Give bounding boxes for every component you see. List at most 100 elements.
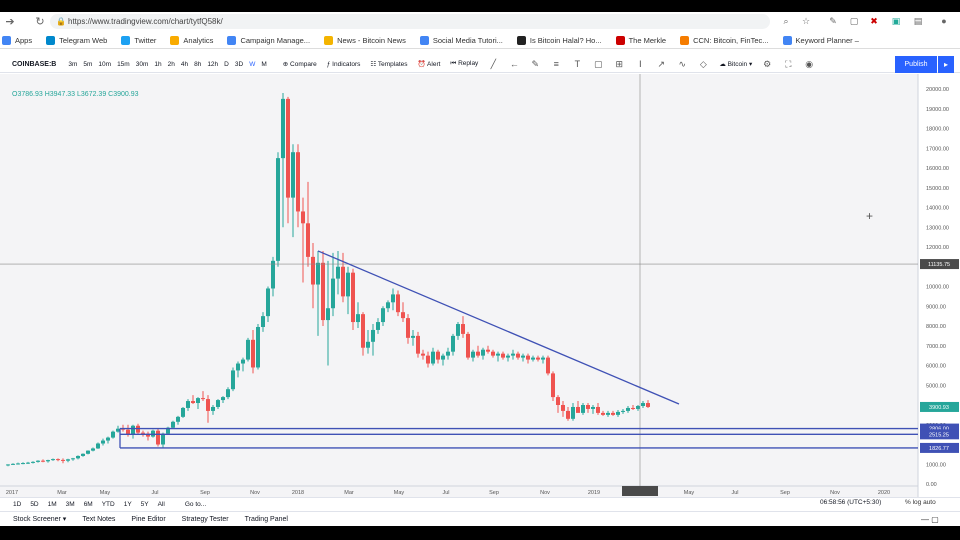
candle-body — [401, 312, 405, 319]
timeframe-2h[interactable]: 2h — [167, 60, 175, 68]
candle-body — [526, 355, 530, 360]
profile-icon[interactable]: ● — [941, 16, 947, 26]
alert-button[interactable]: ⏰ Alert — [417, 61, 441, 68]
panel-tab[interactable]: Stock Screener ▾ — [13, 516, 67, 523]
candle-body — [636, 405, 640, 409]
range-1M[interactable]: 1M — [47, 500, 57, 508]
timeframe-12h[interactable]: 12h — [207, 60, 219, 68]
bookmark-item[interactable]: News - Bitcoin News — [324, 35, 406, 45]
range-1D[interactable]: 1D — [13, 500, 22, 508]
path-tool-icon[interactable]: ↗ — [657, 58, 666, 69]
timeframe-10m[interactable]: 10m — [98, 60, 112, 68]
time-tick-label: 2019 — [588, 490, 600, 496]
bookmark-item[interactable]: The Merkle — [615, 35, 667, 45]
extension-red-icon[interactable]: ✖ — [870, 16, 878, 26]
forward-icon[interactable]: ➔ — [5, 15, 15, 28]
compare-button[interactable]: ⊕ Compare — [282, 61, 317, 68]
chart-pane[interactable]: 20000.00 19000.00 18000.00 17000.00 16000.00… — [0, 74, 960, 514]
horizontal-line-tool-icon[interactable]: ← — [509, 59, 519, 69]
candle-body — [346, 272, 350, 297]
settings-gear-icon[interactable]: ⚙ — [763, 58, 772, 69]
timeframe-3D[interactable]: 3D — [234, 60, 244, 68]
cursor-text-tool-icon[interactable]: Ⅰ — [638, 58, 642, 69]
extension-teal-icon[interactable]: ▣ — [891, 16, 901, 26]
trendline-tool-icon[interactable]: ╱ — [490, 58, 497, 69]
candle-body — [306, 223, 310, 257]
url-field[interactable]: 🔒 https://www.tradingview.com/chart/tytf… — [50, 14, 770, 29]
timeframe-8h[interactable]: 8h — [194, 60, 202, 68]
panel-tab[interactable]: Text Notes — [82, 515, 116, 523]
reload-icon[interactable]: ↻ — [35, 15, 45, 28]
bookmark-item[interactable]: Twitter — [121, 35, 157, 45]
extension-pen-icon[interactable]: ✎ — [829, 16, 837, 26]
price-chart[interactable]: 20000.00 19000.00 18000.00 17000.00 16000.00… — [0, 74, 960, 497]
price-tick-label: 1000.00 — [926, 462, 946, 468]
indicators-button[interactable]: ƒ Indicators — [326, 60, 361, 68]
eraser-tool-icon[interactable]: ◇ — [699, 58, 707, 69]
timeframe-5m[interactable]: 5m — [83, 60, 93, 68]
minimize-icon[interactable]: — ▢ — [921, 514, 939, 524]
search-icon[interactable]: ⌕ — [783, 16, 789, 26]
candle-body — [81, 453, 85, 456]
panel-tab[interactable]: Trading Panel — [244, 515, 288, 523]
range-5Y[interactable]: 5Y — [140, 500, 149, 508]
candle-body — [186, 401, 190, 408]
scale-flags[interactable]: % log auto — [905, 499, 936, 506]
bookmark-item[interactable]: Telegram Web — [46, 35, 107, 45]
brush-tool-icon[interactable]: ✎ — [531, 58, 540, 69]
publish-arrow-icon[interactable]: ▸ — [938, 56, 954, 73]
bookmark-item[interactable]: Apps — [2, 35, 32, 45]
bookmark-item[interactable]: CCN: Bitcoin, FinTec... — [680, 35, 769, 45]
curve-tool-icon[interactable]: ∿ — [678, 58, 687, 69]
pitchfork-tool-icon[interactable]: ≡ — [553, 59, 559, 69]
goto-button[interactable]: Go to... — [184, 500, 207, 508]
panel-tab[interactable]: Strategy Tester — [181, 515, 229, 523]
lock-icon: 🔒 — [56, 17, 66, 26]
crosshair-price-badge: 11135.75 — [928, 262, 950, 268]
timeframe-30m[interactable]: 30m — [135, 60, 149, 68]
bookmark-item[interactable]: Campaign Manage... — [227, 35, 310, 45]
symbol-search[interactable]: COINBASE:B — [12, 60, 57, 68]
range-YTD[interactable]: YTD — [101, 500, 115, 508]
clock: 06:58:56 (UTC+5:30) — [820, 499, 882, 506]
bookmark-item[interactable]: Analytics — [170, 35, 213, 45]
candle-body — [216, 400, 220, 407]
bookmark-label: Twitter — [134, 35, 157, 45]
timeframe-1h[interactable]: 1h — [154, 60, 162, 68]
extension-box-icon[interactable]: ▢ — [849, 16, 859, 26]
text-tool-icon[interactable]: T — [574, 59, 581, 69]
range-5D[interactable]: 5D — [30, 500, 39, 508]
fullscreen-icon[interactable]: ⛶ — [785, 58, 792, 69]
layout-button[interactable]: ☁ Bitcoin ▾ — [719, 61, 753, 68]
candle-body — [286, 98, 290, 198]
timeframe-3m[interactable]: 3m — [68, 60, 78, 68]
timeframe-15m[interactable]: 15m — [117, 60, 130, 68]
range-3M[interactable]: 3M — [65, 500, 75, 508]
candle-body — [521, 355, 525, 358]
bookmark-label: The Merkle — [628, 35, 667, 45]
publish-button[interactable]: Publish — [895, 56, 937, 73]
panel-tab[interactable]: Pine Editor — [131, 515, 166, 523]
timeframe-D[interactable]: D — [224, 60, 229, 68]
range-All[interactable]: All — [157, 500, 165, 508]
bookmark-item[interactable]: Is Bitcoin Halal? Ho... — [516, 35, 602, 45]
candle-body — [231, 370, 235, 390]
snapshot-camera-icon[interactable]: ◉ — [805, 58, 814, 69]
fib-tool-icon[interactable]: ⊞ — [615, 58, 624, 69]
candle-body — [91, 448, 95, 451]
panel-tabs: Stock Screener ▾ Text Notes Pine Editor Str… — [0, 511, 960, 526]
bookmark-item[interactable]: Social Media Tutori... — [419, 35, 503, 45]
extension-gray-icon[interactable]: ▤ — [913, 16, 923, 26]
plot-background — [0, 74, 918, 497]
range-1Y[interactable]: 1Y — [123, 500, 132, 508]
bookmark-item[interactable]: Keyword Planner – — [782, 35, 859, 45]
star-icon[interactable]: ☆ — [801, 16, 811, 26]
candle-body — [511, 353, 515, 356]
timeframe-4h[interactable]: 4h — [180, 60, 189, 68]
templates-button[interactable]: ☷ Templates — [370, 61, 408, 68]
replay-button[interactable]: ⏮ Replay — [450, 60, 479, 67]
timeframe-W[interactable]: W — [249, 60, 256, 68]
rectangle-tool-icon[interactable]: ▢ — [594, 58, 603, 69]
range-6M[interactable]: 6M — [83, 500, 93, 508]
timeframe-M[interactable]: M — [261, 60, 267, 68]
